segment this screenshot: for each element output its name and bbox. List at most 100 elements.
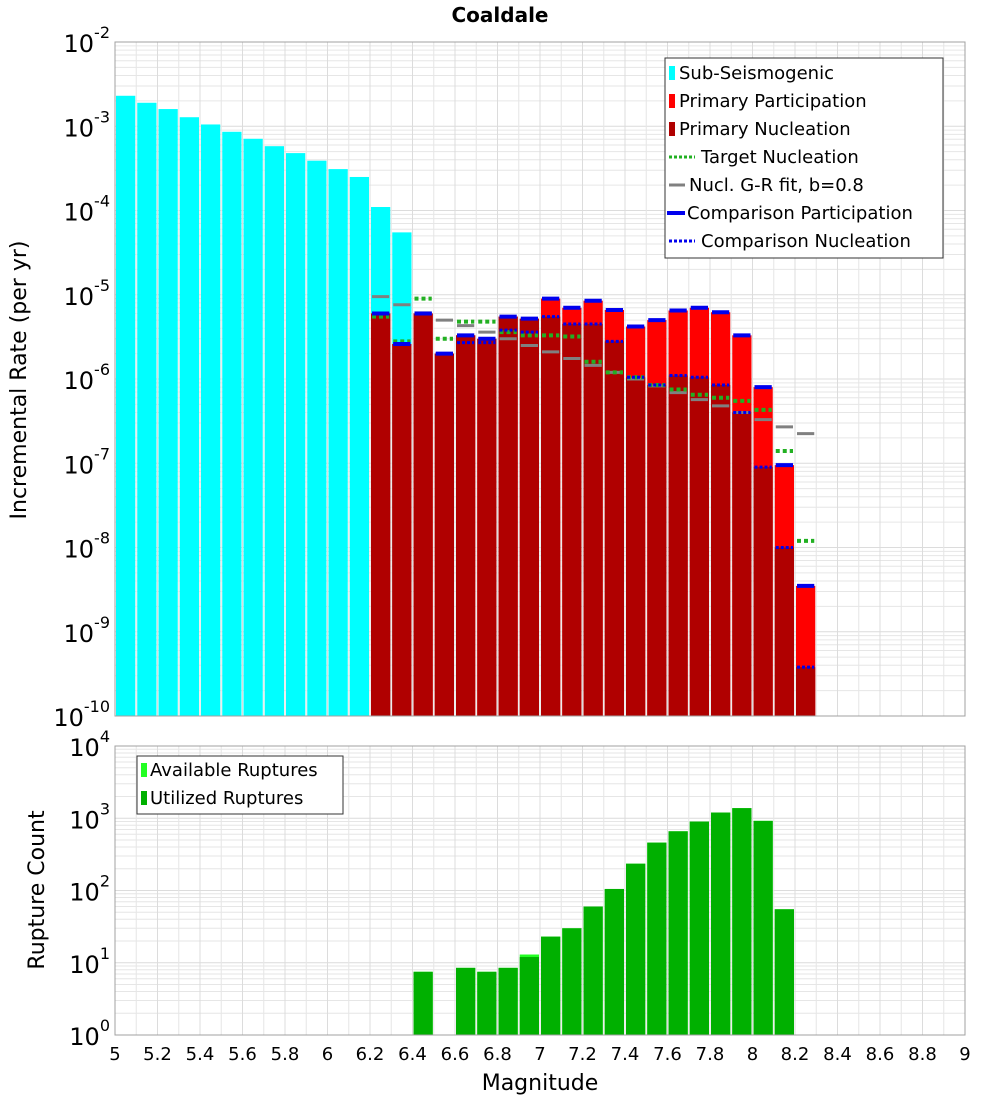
sub-seismogenic-bar [116, 95, 136, 717]
x-tick-label: 5.4 [186, 1044, 215, 1065]
utilized-ruptures-bar [689, 821, 709, 1035]
legend-label: Utilized Ruptures [150, 788, 303, 809]
x-tick-label: 5.2 [143, 1044, 172, 1065]
utilized-ruptures-bar [647, 842, 667, 1035]
primary-nucleation-bar [519, 318, 539, 716]
x-tick-label: 6.4 [398, 1044, 427, 1065]
primary-nucleation-bar [626, 377, 646, 716]
y-tick-label: 10-4 [64, 192, 111, 227]
utilized-ruptures-bar [753, 820, 773, 1035]
legend-label: Sub-Seismogenic [679, 63, 834, 84]
primary-nucleation-bar [413, 313, 433, 716]
legend-label: Target Nucleation [700, 147, 859, 168]
x-tick-label: 7 [534, 1044, 545, 1065]
sub-seismogenic-bar [158, 109, 178, 716]
legend-swatch [669, 66, 675, 80]
x-tick-label: 7.2 [568, 1044, 597, 1065]
x-tick-label: 7.6 [653, 1044, 682, 1065]
utilized-ruptures-bar [604, 888, 624, 1035]
utilized-ruptures-bar [626, 863, 646, 1035]
x-tick-label: 6.8 [483, 1044, 512, 1065]
primary-nucleation-bar [541, 316, 561, 716]
y-tick-label: 103 [69, 799, 110, 834]
y-tick-label: 10-6 [64, 360, 111, 395]
rate-legend-box [664, 57, 944, 259]
y-tick-label: 104 [69, 727, 110, 762]
rate-plot-frame [114, 41, 966, 717]
y-tick-label: 10-9 [64, 613, 111, 648]
x-tick-label: 5.8 [271, 1044, 300, 1065]
x-tick-label: 6.6 [441, 1044, 470, 1065]
legend-label: Primary Participation [679, 91, 867, 112]
x-tick-label: 9 [959, 1044, 970, 1065]
primary-nucleation-bar [689, 377, 709, 716]
x-tick-label: 5 [109, 1044, 120, 1065]
primary-nucleation-bar [477, 338, 497, 716]
utilized-ruptures-bar [583, 906, 603, 1035]
x-tick-label: 8.8 [908, 1044, 937, 1065]
sub-seismogenic-bar [179, 117, 199, 717]
sub-seismogenic-bar [349, 176, 369, 716]
count-legend: Available Ruptures Utilized Ruptures [136, 755, 344, 815]
primary-nucleation-bar [711, 384, 731, 716]
count-bars [413, 808, 794, 1035]
utilized-ruptures-bar [456, 967, 476, 1035]
y-tick-label: 10-8 [64, 529, 111, 564]
sub-seismogenic-bar [137, 102, 157, 716]
x-tick-label: 8.4 [823, 1044, 852, 1065]
utilized-ruptures-bar [562, 928, 582, 1035]
x-tick-label: 6.2 [356, 1044, 385, 1065]
primary-nucleation-bar [732, 412, 752, 716]
primary-nucleation-bar [562, 323, 582, 716]
count-legend-box [136, 755, 344, 815]
y-tick-label: 100 [69, 1016, 110, 1051]
sub-seismogenic-bar [307, 160, 327, 716]
y-tick-label: 101 [69, 944, 110, 979]
count-plot: 100 101 102 103 104 5 5.2 5.4 5.6 5.8 6 6.2 6.4 6.6 6… [25, 727, 971, 1096]
x-tick-label: 8 [747, 1044, 758, 1065]
rate-bars [116, 95, 816, 717]
utilized-ruptures-bar [774, 909, 794, 1035]
y-tick-label: 10-3 [64, 107, 111, 142]
rate-y-ticks: 10-10 10-9 10-8 10-7 10-6 10-5 10-4 10-3 10-2 [53, 23, 110, 732]
primary-nucleation-bar [434, 353, 454, 716]
y-tick-label: 10-5 [64, 276, 111, 311]
legend-label: Nucl. G-R fit, b=0.8 [689, 175, 864, 196]
primary-nucleation-bar [796, 667, 816, 716]
utilized-ruptures-bar [668, 831, 688, 1035]
rate-plot: 10-10 10-9 10-8 10-7 10-6 10-5 10-4 10-3 10-2 In… [7, 23, 966, 732]
y-tick-label: 10-7 [64, 444, 111, 479]
legend-label: Comparison Nucleation [701, 231, 911, 252]
legend-label: Primary Nucleation [679, 119, 851, 140]
utilized-ruptures-bar [477, 971, 497, 1035]
legend-swatch [141, 763, 147, 777]
x-tick-label: 6 [322, 1044, 333, 1065]
sub-seismogenic-bar [201, 124, 221, 717]
primary-nucleation-bar [371, 313, 391, 716]
chart-title: Coaldale [451, 3, 548, 27]
count-plot-frame [114, 745, 966, 1036]
primary-nucleation-bar [753, 467, 773, 716]
x-tick-label: 5.6 [228, 1044, 257, 1065]
rate-y-axis-label: Incremental Rate (per yr) [7, 241, 32, 520]
primary-nucleation-bar [647, 384, 667, 716]
primary-nucleation-bar [774, 547, 794, 716]
primary-nucleation-bar [456, 335, 476, 716]
rate-lines [372, 295, 815, 669]
legend-swatch [669, 122, 675, 136]
x-tick-label: 7.8 [696, 1044, 725, 1065]
y-tick-label: 10-2 [64, 23, 111, 58]
primary-nucleation-bar [583, 323, 603, 716]
legend-label: Available Ruptures [150, 760, 318, 781]
primary-nucleation-bar [668, 375, 688, 716]
primary-nucleation-bar [392, 344, 412, 716]
y-tick-label: 102 [69, 872, 110, 907]
x-tick-label: 8.6 [866, 1044, 895, 1065]
legend-label: Comparison Participation [687, 203, 913, 224]
count-x-ticks: 5 5.2 5.4 5.6 5.8 6 6.2 6.4 6.6 6.8 7 7.2 7.4 7.6 7.8 8… [109, 1044, 970, 1065]
sub-seismogenic-bar [328, 169, 348, 716]
utilized-ruptures-bar [711, 812, 731, 1035]
x-tick-label: 8.2 [781, 1044, 810, 1065]
count-y-ticks: 100 101 102 103 104 [69, 727, 110, 1051]
